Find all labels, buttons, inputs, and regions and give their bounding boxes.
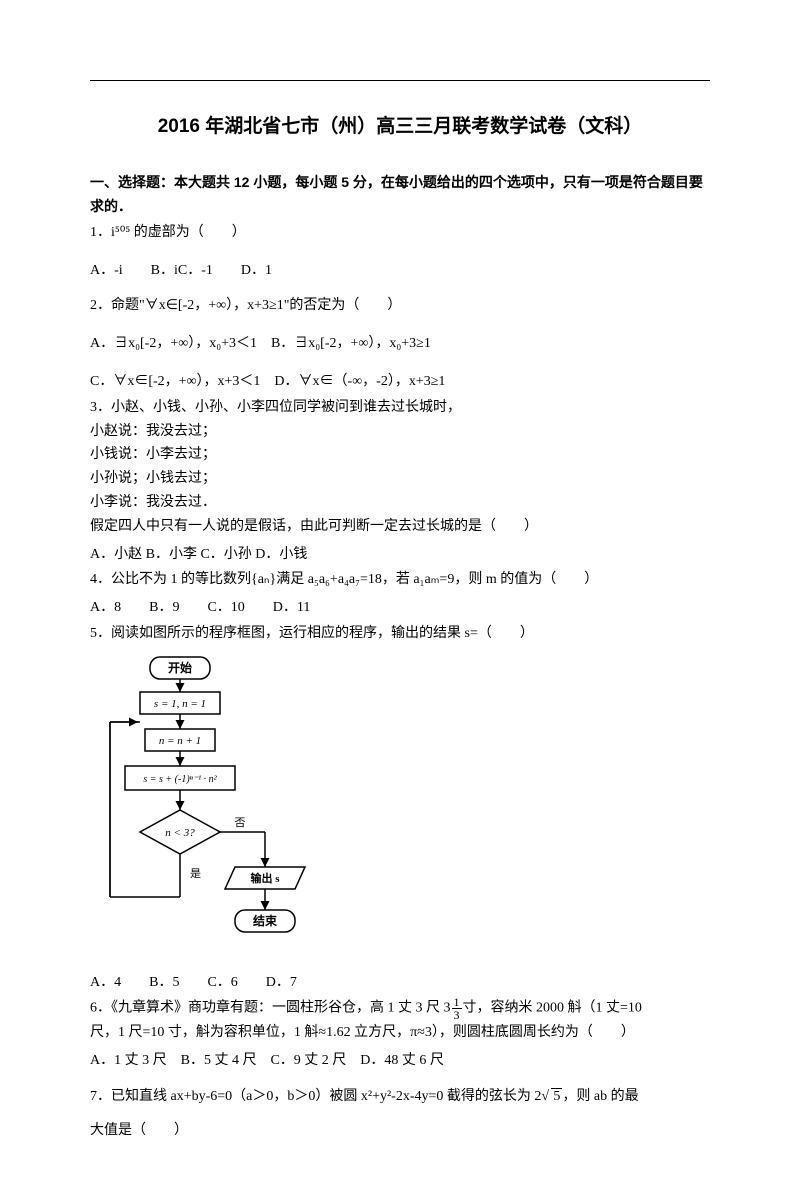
flow-no: 否 [235,817,246,829]
exam-title: 2016 年湖北省七市（州）高三三月联考数学试卷（文科） [90,111,710,143]
question-1: 1．i⁵⁰⁵ 的虚部为（ ） [90,221,710,245]
question-3-line4: 小孙说；小钱去过； [90,467,710,491]
question-7-part-b: ，则 ab 的最 [562,1089,638,1104]
flow-init: s = 1, n = 1 [154,698,206,710]
sqrt-5: 5 [541,1085,562,1109]
question-5: 5．阅读如图所示的程序框图，运行相应的程序，输出的结果 s=（ ） [90,622,710,646]
question-3-line2: 小赵说：我没去过； [90,420,710,444]
question-4-options: A．8 B．9 C．10 D．11 [90,596,710,620]
question-2-options-line1: A．∃x₀[-2，+∞），x₀+3＜1 B．∃x₀[-2，+∞），x₀+3≥1 [90,332,710,356]
flow-yes: 是 [190,867,201,880]
question-3-options: A．小赵 B．小李 C．小孙 D．小钱 [90,543,710,567]
flow-step2: s = s + (-1)ⁿ⁻¹ · n² [143,774,217,785]
question-6-part-c: 尺，1 尺=10 寸，斛为容积单位，1 斛≈1.62 立方尺，π≈3），则圆柱底… [90,1021,710,1045]
question-7: 7．已知直线 ax+by-6=0（a＞0，b＞0）被圆 x²+y²-2x-4y=… [90,1085,710,1109]
question-6-part-b: 寸，容纳米 2000 斛（1 丈=10 [463,1001,642,1016]
question-1-options: A．-i B．iC．-1 D．1 [90,259,710,283]
question-6-part-a: 6．《九章算术》商功章有题：一圆柱形谷仓，高 1 丈 3 尺 3 [90,1001,451,1016]
flow-step1: n = n + 1 [159,735,201,747]
top-rule [90,80,710,81]
flow-start: 开始 [168,660,192,675]
question-2: 2．命题"∀x∈[-2，+∞），x+3≥1"的否定为（ ） [90,294,710,318]
question-3-line6: 假定四人中只有一人说的是假话，由此可判断一定去过长城的是（ ） [90,515,710,539]
fraction-one-third: 13 [452,996,462,1021]
flowchart-diagram: 开始 s = 1, n = 1 n = n + 1 s = s + (-1)ⁿ⁻… [90,652,320,952]
question-3-line1: 3．小赵、小钱、小孙、小李四位同学被问到谁去过长城时， [90,396,710,420]
question-7-part-a: 7．已知直线 ax+by-6=0（a＞0，b＞0）被圆 x²+y²-2x-4y=… [90,1089,541,1104]
flow-out: 输出 s [250,871,280,885]
question-5-options: A．4 B．5 C．6 D．7 [90,971,710,995]
question-6-options: A．1 丈 3 尺 B．5 丈 4 尺 C．9 丈 2 尺 D．48 丈 6 尺 [90,1049,710,1073]
section-1-heading: 一、选择题：本大题共 12 小题，每小题 5 分，在每小题给出的四个选项中，只有… [90,171,710,219]
flow-end: 结束 [253,913,278,928]
question-3-line3: 小钱说：小李去过； [90,443,710,467]
question-3-line5: 小李说：我没去过． [90,491,710,515]
flow-cond: n < 3? [165,827,195,839]
question-6: 6．《九章算术》商功章有题：一圆柱形谷仓，高 1 丈 3 尺 313寸，容纳米 … [90,996,710,1021]
question-7-part-c: 大值是（ ） [90,1119,710,1143]
exam-page: 2016 年湖北省七市（州）高三三月联考数学试卷（文科） 一、选择题：本大题共 … [0,0,800,1183]
question-4: 4．公比不为 1 的等比数列{aₙ}满足 a₅a₆+a₄a₇=18，若 a₁aₘ… [90,568,710,592]
question-2-options-line2: C．∀x∈[-2，+∞），x+3＜1 D．∀x∈（-∞，-2），x+3≥1 [90,370,710,394]
